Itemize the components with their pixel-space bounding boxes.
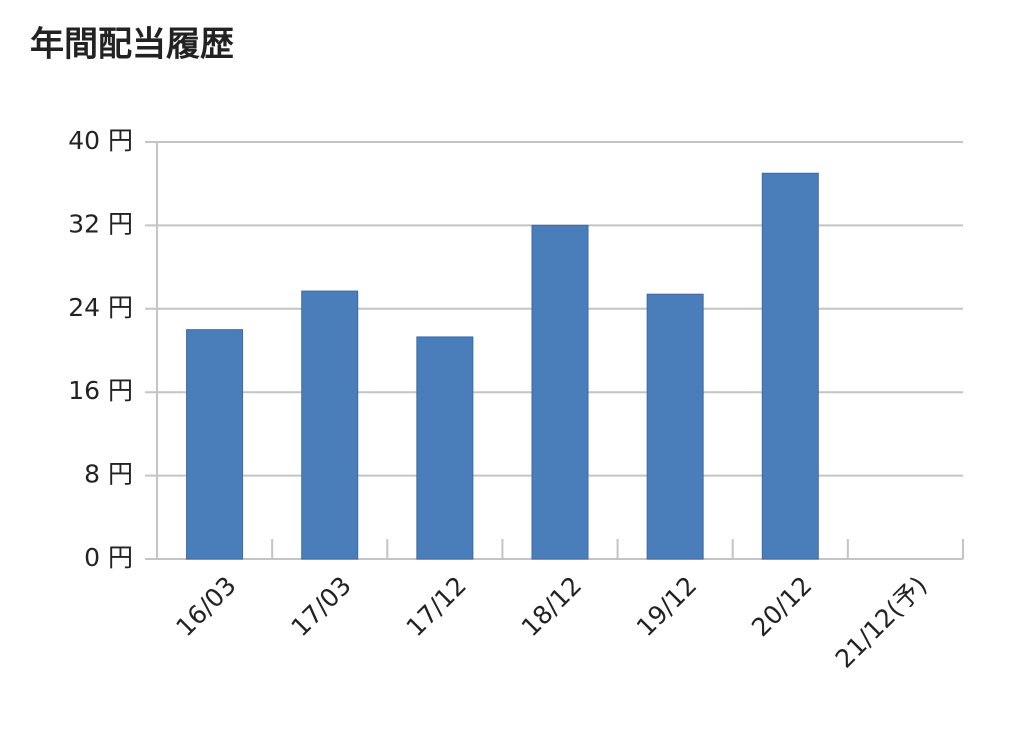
bar [761,172,819,560]
x-tick-label: 18/12 [516,571,587,642]
bar [416,336,474,560]
y-tick-label: 40 円 [68,126,133,155]
y-tick-label: 24 円 [68,293,133,322]
y-tick-label: 8 円 [84,460,133,489]
chart-title: 年間配当履歴 [30,25,234,65]
bar [531,224,589,560]
x-tick-label: 19/12 [631,571,702,642]
x-tick-label: 20/12 [746,571,817,642]
y-tick-label: 16 円 [68,376,133,405]
y-tick-label: 0 円 [84,543,133,572]
y-tick-label: 32 円 [68,209,133,238]
bar [186,329,244,560]
x-tick-label: 17/03 [285,571,356,642]
bar [301,290,359,560]
x-tick-label: 21/12(予) [830,571,933,674]
x-tick-label: 16/03 [170,571,241,642]
x-tick-label: 17/12 [401,571,472,642]
bar [646,293,704,560]
